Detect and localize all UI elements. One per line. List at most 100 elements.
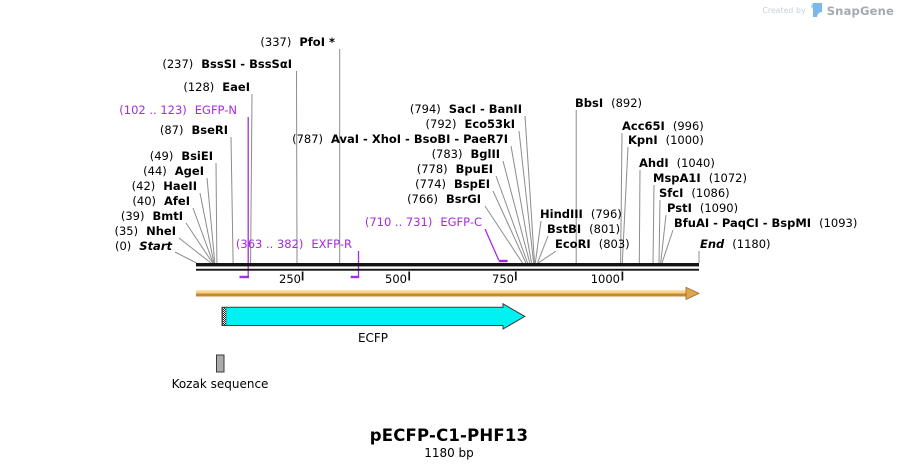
ruler-label-1000: 1000 xyxy=(590,272,620,286)
site-pos: (766) xyxy=(407,192,438,206)
map-line xyxy=(196,263,699,271)
site-label-start[interactable]: (0) Start xyxy=(115,240,172,253)
site-pos: (1040) xyxy=(676,156,715,170)
site-name: EaeI xyxy=(222,80,250,94)
leader-bsrgi xyxy=(484,205,523,264)
site-name: BbsI xyxy=(575,96,604,110)
site-name: BsrGI xyxy=(446,192,481,206)
site-name: Acc65I xyxy=(622,119,665,133)
site-label-bsiei[interactable]: (49) BsiEI xyxy=(150,150,213,163)
site-pos: (337) xyxy=(260,35,292,49)
site-name: PfoI * xyxy=(299,35,335,49)
site-label-bpuei[interactable]: (778) BpuEI xyxy=(417,163,493,176)
ecfp-feature-arrow[interactable] xyxy=(221,302,526,330)
leader-bmti xyxy=(185,222,214,264)
site-name: KpnI xyxy=(628,133,658,147)
site-label-avai[interactable]: (787) AvaI - XhoI - BsoBI - PaeR7I xyxy=(292,133,508,146)
leader-bspei xyxy=(492,190,527,264)
map-title: pECFP-C1-PHF13 xyxy=(369,426,529,445)
kozak-box[interactable] xyxy=(216,354,225,373)
site-pos: (1093) xyxy=(819,216,858,230)
selection-arrowhead xyxy=(685,286,700,301)
leader-bsssi xyxy=(296,70,298,264)
ecfp-label: ECFP xyxy=(357,331,389,345)
site-label-bstbi[interactable]: BstBI (801) xyxy=(547,223,620,236)
site-label-bsrgi[interactable]: (766) BsrGI xyxy=(407,193,481,206)
leader-kpni xyxy=(621,146,629,264)
leader-hindiii xyxy=(534,220,542,264)
leader-acc65i xyxy=(620,132,623,264)
snapgene-logo-icon xyxy=(810,3,822,17)
site-pos: (49) xyxy=(149,149,174,163)
leader-ahdi xyxy=(638,169,641,264)
leader-bstbi xyxy=(537,235,549,264)
site-name: BsiEI xyxy=(181,149,213,163)
site-name: BstBI xyxy=(547,222,582,236)
site-pos: (796) xyxy=(590,207,622,221)
site-label-acc65i[interactable]: Acc65I (996) xyxy=(622,120,704,133)
leader-eaei xyxy=(250,93,253,264)
site-label-ahdi[interactable]: AhdI (1040) xyxy=(639,157,715,170)
leader-afei xyxy=(192,207,214,264)
ruler-label-500: 500 xyxy=(385,272,407,286)
site-name: AvaI - XhoI - BsoBI - PaeR7I xyxy=(331,132,508,146)
map-length: 1180 bp xyxy=(424,446,474,460)
leader-mspa1i xyxy=(652,184,655,264)
site-name: AhdI xyxy=(639,156,669,170)
site-label-afei[interactable]: (40) AfeI xyxy=(132,195,190,208)
site-pos: (774) xyxy=(415,177,447,191)
site-label-ecori[interactable]: EcoRI (803) xyxy=(555,238,630,251)
site-name: BssSI - BssSαI xyxy=(201,57,292,71)
site-label-psti[interactable]: PstI (1090) xyxy=(667,202,738,215)
primer-leader-egfp-c xyxy=(484,228,500,261)
site-pos: (237) xyxy=(162,57,194,71)
site-pos: (44) xyxy=(143,164,167,178)
primer-range: (710 .. 731) xyxy=(364,215,433,229)
site-pos: (0) xyxy=(114,239,132,253)
site-pos: (801) xyxy=(589,222,621,236)
site-label-kpni[interactable]: KpnI (1000) xyxy=(628,134,704,147)
primer-label-egfp-n[interactable]: (102 .. 123) EGFP-N xyxy=(119,104,237,117)
site-pos: (783) xyxy=(431,147,463,161)
ruler-ticks xyxy=(301,271,624,281)
site-label-saci[interactable]: (794) SacI - BanII xyxy=(410,103,522,116)
primer-label-egfp-c[interactable]: (710 .. 731) EGFP-C xyxy=(365,216,482,229)
site-name: NheI xyxy=(146,224,176,238)
leader-psti xyxy=(660,214,667,264)
site-label-eaei[interactable]: (128) EaeI xyxy=(183,81,250,94)
site-label-bsssi[interactable]: (237) BssSI - BssSαI xyxy=(162,58,292,71)
primer-range: (102 .. 123) xyxy=(119,103,187,117)
site-label-bbsi[interactable]: BbsI (892) xyxy=(575,97,642,110)
site-label-pfoi[interactable]: (337) PfoI * xyxy=(260,36,335,49)
site-name: BfuAI - PaqCI - BspMI xyxy=(674,216,812,230)
site-name: AgeI xyxy=(174,164,204,178)
site-label-bseri[interactable]: (87) BseRI xyxy=(160,124,228,137)
site-pos: (128) xyxy=(183,80,215,94)
site-label-nhei[interactable]: (35) NheI xyxy=(115,225,177,238)
site-label-hindiii[interactable]: HindIII (796) xyxy=(540,208,622,221)
selection-arrow[interactable] xyxy=(196,286,700,301)
site-label-bglii[interactable]: (783) BglII xyxy=(432,148,500,161)
site-label-haeii[interactable]: (42) HaeII xyxy=(132,180,197,193)
site-label-bspei[interactable]: (774) BspEI xyxy=(415,178,490,191)
primer-name: EGFP-C xyxy=(440,215,482,229)
site-pos: (778) xyxy=(416,162,448,176)
site-label-agei[interactable]: (44) AgeI xyxy=(143,165,204,178)
site-name: AfeI xyxy=(164,194,190,208)
site-label-end[interactable]: End (1180) xyxy=(700,238,771,251)
site-label-eco53ki[interactable]: (792) Eco53kI xyxy=(426,118,515,131)
leader-lines xyxy=(174,49,700,264)
leader-bglii xyxy=(502,160,531,264)
site-label-bfuai[interactable]: BfuAI - PaqCI - BspMI (1093) xyxy=(674,217,857,230)
site-pos: (892) xyxy=(611,96,643,110)
site-name: HindIII xyxy=(540,207,583,221)
snapgene-credit: Created by SnapGene xyxy=(762,3,894,18)
site-label-sfci[interactable]: SfcI (1086) xyxy=(659,187,730,200)
leader-sfci xyxy=(658,199,661,264)
primer-label-exfp-r[interactable]: (363 .. 382) EXFP-R xyxy=(236,238,352,251)
site-pos: (787) xyxy=(292,132,324,146)
site-label-mspa1i[interactable]: MspA1I (1072) xyxy=(653,172,747,185)
site-label-bmti[interactable]: (39) BmtI xyxy=(121,210,183,223)
